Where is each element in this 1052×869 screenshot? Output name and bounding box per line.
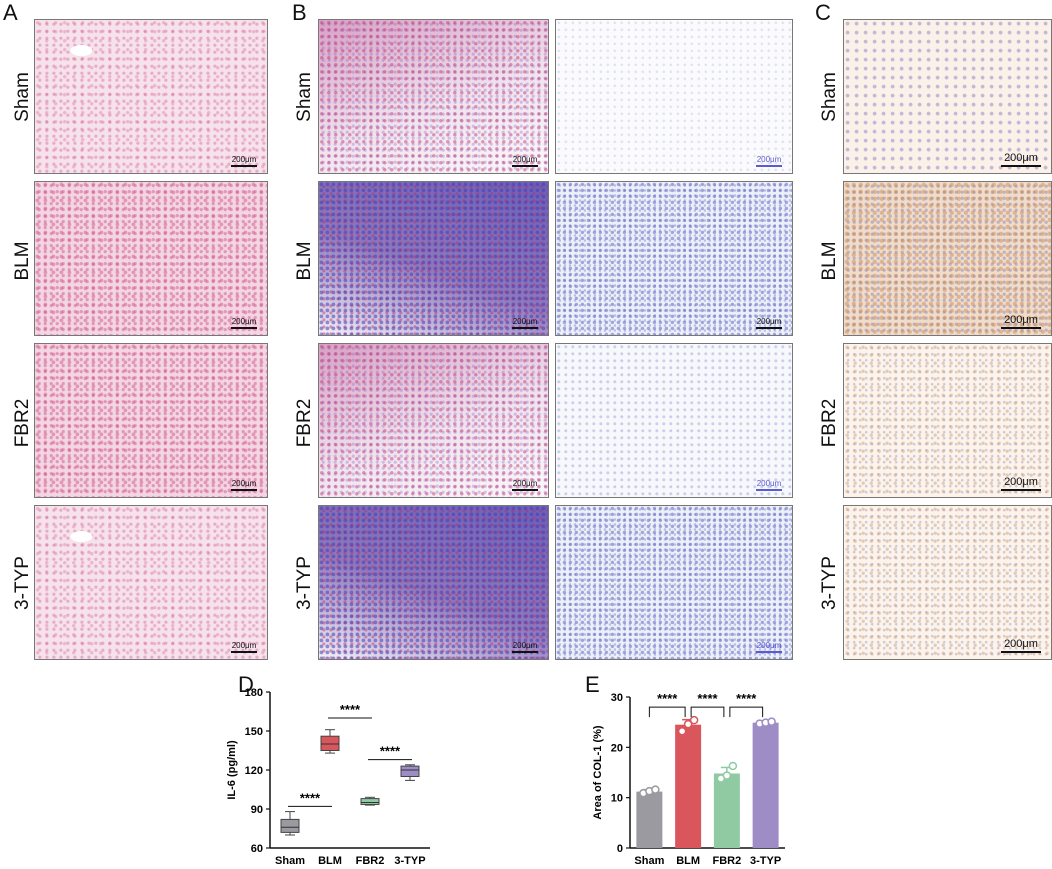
micrograph-b-3typ-channel: 200μm xyxy=(555,505,793,660)
scale-bar: 200μm xyxy=(512,317,538,329)
panel-letter-d: D xyxy=(238,672,254,697)
bar xyxy=(675,724,702,848)
micrograph-c-fbr2: 200μm xyxy=(843,343,1052,498)
scale-bar: 200μm xyxy=(756,641,782,653)
scale-bar: 200μm xyxy=(1001,476,1041,491)
x-tick-label: BLM xyxy=(318,855,342,867)
scale-bar: 200μm xyxy=(1001,638,1041,653)
x-tick-label: 3-TYP xyxy=(394,855,425,867)
row-label-b-sham: Sham xyxy=(294,72,315,122)
micrograph-c-3typ: 200μm xyxy=(843,505,1052,660)
data-point xyxy=(767,717,776,726)
scale-bar: 200μm xyxy=(512,641,538,653)
x-tick-label: 3-TYP xyxy=(750,855,781,867)
data-point xyxy=(722,771,732,780)
scale-bar: 200μm xyxy=(1001,314,1041,329)
data-point xyxy=(689,715,699,725)
significance-label: **** xyxy=(340,702,361,717)
y-tick-label: 30 xyxy=(611,692,623,704)
bar xyxy=(713,773,740,848)
y-axis-label: Area of COL-1 (%) xyxy=(592,725,604,819)
row-label-c-3typ: 3-TYP xyxy=(819,556,840,610)
chart-e-bar-chart: 0 10 20 30 Area of COL-1 (%) Sham BLM FBR2 3-TYP… xyxy=(592,691,785,867)
box xyxy=(360,798,380,805)
y-axis-label: IL-6 (pg/ml) xyxy=(226,740,238,800)
micrograph-b-blm-channel: 200μm xyxy=(555,181,793,336)
x-tick-label: BLM xyxy=(676,855,700,867)
significance-label: **** xyxy=(697,691,718,706)
scale-bar: 200μm xyxy=(231,155,257,167)
significance-bracket xyxy=(648,706,686,718)
scale-bar: 200μm xyxy=(512,479,538,491)
significance-label: **** xyxy=(380,744,401,759)
box xyxy=(320,735,340,752)
chart-d-box-plot: 60 90 120 150 180 IL-6 (pg/ml) Sham BLM FBR2 3-TY… xyxy=(226,687,430,867)
y-tick-label: 120 xyxy=(245,765,263,777)
y-tick-label: 150 xyxy=(245,726,263,738)
panel-letter-e: E xyxy=(585,672,600,697)
x-tick-label: FBR2 xyxy=(356,855,385,867)
row-label-b-fbr2: FBR2 xyxy=(294,398,315,448)
micrograph-b-sham-channel: 200μm xyxy=(555,19,793,174)
micrograph-b-3typ-stain: 200μm xyxy=(318,505,549,660)
data-point xyxy=(728,761,738,771)
micrograph-b-sham-stain: 200μm xyxy=(318,19,549,174)
micrograph-a-3typ: 200μm xyxy=(34,505,268,660)
y-tick-label: 90 xyxy=(251,804,263,816)
micrograph-b-blm-stain: 200μm xyxy=(318,181,549,336)
y-tick-label: 60 xyxy=(251,843,263,855)
x-tick-label: Sham xyxy=(275,855,305,867)
scale-bar: 200μm xyxy=(756,479,782,491)
row-label-b-3typ: 3-TYP xyxy=(294,556,315,610)
significance-label: **** xyxy=(657,691,678,706)
scale-bar: 200μm xyxy=(231,317,257,329)
significance-bracket xyxy=(690,706,725,718)
micrograph-c-blm: 200μm xyxy=(843,181,1052,336)
y-tick-label: 10 xyxy=(611,793,623,805)
micrograph-a-blm: 200μm xyxy=(34,181,268,336)
significance-label: **** xyxy=(736,691,757,706)
data-point xyxy=(677,726,687,736)
y-tick-label: 20 xyxy=(611,742,623,754)
significance-bracket xyxy=(729,706,764,718)
y-tick-label: 180 xyxy=(245,687,263,699)
y-tick-label: 0 xyxy=(617,843,623,855)
row-label-a-sham: Sham xyxy=(12,72,33,122)
scale-bar: 200μm xyxy=(756,155,782,167)
row-label-b-blm: BLM xyxy=(294,241,315,281)
row-label-c-sham: Sham xyxy=(819,72,840,122)
row-label-c-blm: BLM xyxy=(819,241,840,281)
scale-bar: 200μm xyxy=(756,317,782,329)
significance-label: **** xyxy=(300,790,321,805)
row-label-a-3typ: 3-TYP xyxy=(12,556,33,610)
bar xyxy=(636,791,663,848)
panel-letter-b: B xyxy=(292,0,307,25)
panel-letter-a: A xyxy=(3,0,18,25)
row-label-a-blm: BLM xyxy=(12,241,33,281)
micrograph-b-fbr2-channel: 200μm xyxy=(555,343,793,498)
scale-bar: 200μm xyxy=(231,479,257,491)
micrograph-a-fbr2: 200μm xyxy=(34,343,268,498)
scale-bar: 200μm xyxy=(1001,152,1041,167)
micrograph-b-fbr2-stain: 200μm xyxy=(318,343,549,498)
micrograph-c-sham: 200μm xyxy=(843,19,1052,174)
box xyxy=(280,818,300,833)
row-label-a-fbr2: FBR2 xyxy=(12,398,33,448)
x-tick-label: Sham xyxy=(634,855,664,867)
panel-letter-c: C xyxy=(815,0,831,25)
row-label-c-fbr2: FBR2 xyxy=(819,398,840,448)
box xyxy=(400,765,420,777)
micrograph-a-sham: 200μm xyxy=(34,19,268,174)
x-tick-label: FBR2 xyxy=(713,855,742,867)
data-point xyxy=(683,719,693,729)
data-point xyxy=(651,785,660,794)
scale-bar: 200μm xyxy=(512,155,538,167)
scale-bar: 200μm xyxy=(231,641,257,653)
bar xyxy=(752,722,779,848)
